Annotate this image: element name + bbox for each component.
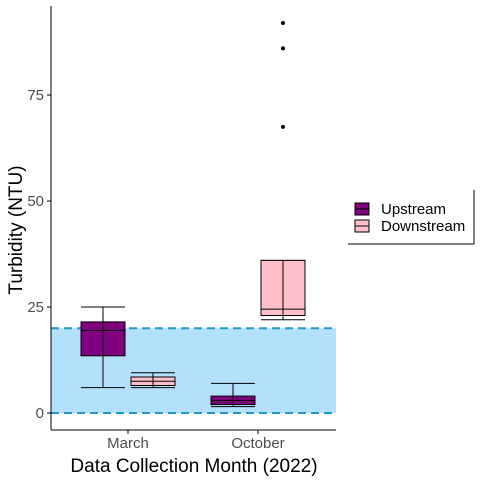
boxes-layer bbox=[80, 20, 306, 408]
x-tick-label: October bbox=[231, 435, 284, 452]
y-tick-label: 0 bbox=[36, 405, 44, 422]
box-downstream-october bbox=[260, 20, 306, 321]
y-tick-label: 25 bbox=[27, 299, 44, 316]
axes-layer: 0 25 50 75 March October bbox=[27, 6, 336, 452]
outlier-point bbox=[281, 20, 285, 25]
legend-label: Downstream bbox=[381, 218, 465, 235]
box-upstream-october bbox=[210, 382, 256, 408]
x-axis-title: Data Collection Month (2022) bbox=[70, 456, 317, 477]
legend-label: Upstream bbox=[381, 201, 446, 218]
legend-border bbox=[348, 194, 474, 244]
outlier-point bbox=[281, 124, 285, 129]
y-tick-label: 75 bbox=[27, 87, 44, 104]
box-upstream-march bbox=[80, 306, 126, 389]
outlier-point bbox=[281, 46, 285, 51]
y-tick-label: 50 bbox=[27, 193, 44, 210]
box-downstream-march bbox=[130, 372, 176, 389]
x-tick-label: March bbox=[107, 435, 149, 452]
y-axis-title: Turbidity (NTU) bbox=[6, 165, 27, 294]
